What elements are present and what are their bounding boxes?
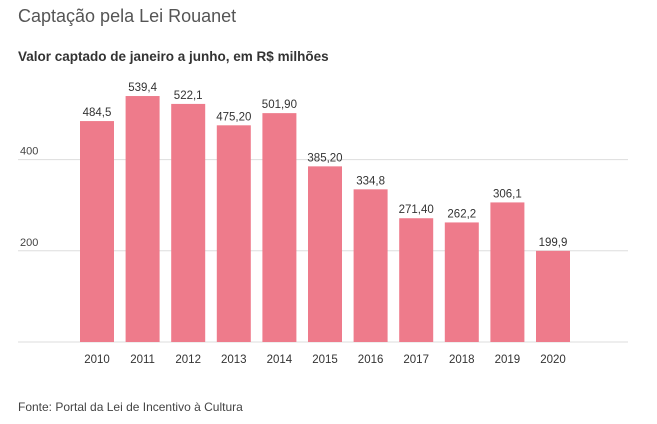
chart-subtitle: Valor captado de janeiro a junho, em R$ …	[18, 49, 329, 64]
value-label-2019: 306,1	[493, 188, 522, 200]
value-label-2016: 334,8	[356, 175, 385, 187]
bar-2010	[80, 121, 114, 343]
value-label-2020: 199,9	[539, 237, 568, 249]
bar-2019	[490, 202, 525, 342]
x-tick-label-2011: 2011	[130, 354, 155, 366]
value-labels: 484,5 539,4 522,1 475,20 501,90 385,20 334,8 27…	[83, 82, 568, 249]
value-label-2011: 539,4	[128, 82, 157, 94]
bars	[80, 96, 570, 343]
bar-2016	[353, 189, 388, 342]
value-label-2017: 271,40	[399, 204, 434, 216]
value-label-2014: 501,90	[262, 99, 297, 111]
bar-2015	[308, 166, 342, 342]
bar-2012	[171, 103, 206, 343]
x-tick-label-2018: 2018	[449, 354, 475, 366]
x-tick-label-2010: 2010	[84, 354, 110, 366]
y-tick-label: 400	[20, 146, 38, 158]
value-label-2012: 522,1	[174, 90, 203, 102]
bar-2014	[262, 113, 297, 342]
x-tick-label-2012: 2012	[175, 354, 201, 366]
x-tick-label-2013: 2013	[221, 354, 247, 366]
x-tick-label-2014: 2014	[267, 354, 293, 366]
y-axis-ticks: 200 400	[20, 146, 38, 249]
x-axis-ticks: 2010 2011 2012 2013 2014 2015 2016 2017 2018 2019…	[84, 354, 566, 366]
value-label-2013: 475,20	[216, 111, 251, 123]
x-tick-label-2019: 2019	[495, 354, 521, 366]
bar-2013	[216, 125, 251, 342]
y-tick-label: 200	[20, 237, 38, 249]
x-tick-label-2020: 2020	[540, 354, 566, 366]
bar-2020	[536, 250, 570, 342]
x-tick-label-2015: 2015	[312, 354, 338, 366]
value-label-2010: 484,5	[83, 107, 112, 119]
bar-2018	[444, 222, 479, 342]
bar-2011	[125, 96, 160, 342]
chart-title: Captação pela Lei Rouanet	[18, 6, 237, 26]
source-note: Fonte: Portal da Lei de Incentivo à Cult…	[18, 400, 243, 414]
bar-2017	[399, 218, 434, 342]
value-label-2015: 385,20	[307, 152, 342, 164]
x-tick-label-2017: 2017	[403, 354, 429, 366]
x-tick-label-2016: 2016	[358, 354, 384, 366]
value-label-2018: 262,2	[447, 208, 476, 220]
